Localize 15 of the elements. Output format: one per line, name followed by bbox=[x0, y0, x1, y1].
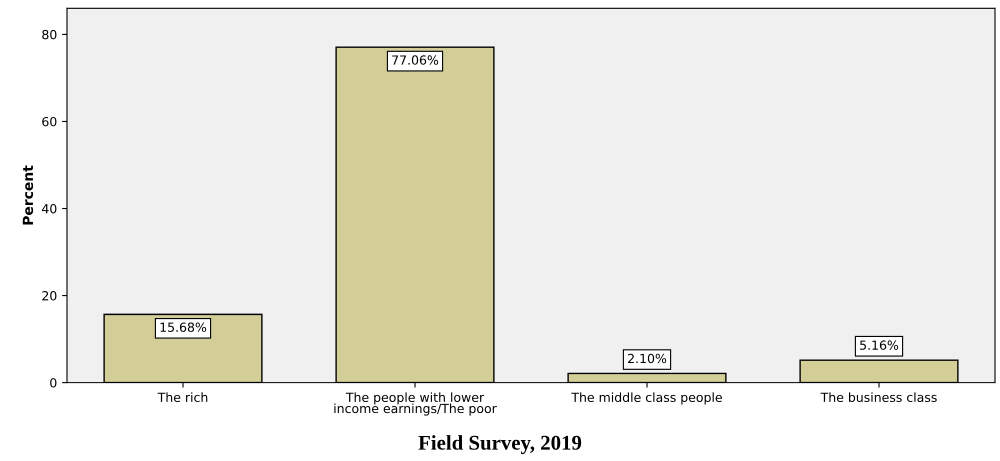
y-tick-label: 40 bbox=[42, 204, 56, 214]
data-label: 15.68% bbox=[160, 322, 206, 332]
y-axis-title: Percent bbox=[22, 165, 34, 225]
text: Field Survey, 2019 bbox=[418, 435, 582, 454]
x-tick-label: The people with lower income earnings/The poor bbox=[334, 392, 497, 416]
x-tick-label: The rich bbox=[158, 392, 208, 402]
data-label: 2.10% bbox=[628, 354, 666, 364]
x-tick-label: The business class bbox=[820, 392, 937, 402]
data-label: 5.16% bbox=[860, 340, 898, 350]
y-tick-label: 0 bbox=[50, 378, 56, 388]
y-tick-label: 80 bbox=[42, 30, 56, 40]
data-label: 77.06% bbox=[392, 55, 438, 65]
y-tick-label: 60 bbox=[42, 116, 56, 126]
y-tick-label: 20 bbox=[42, 291, 56, 301]
x-tick-label: The middle class people bbox=[571, 392, 722, 404]
